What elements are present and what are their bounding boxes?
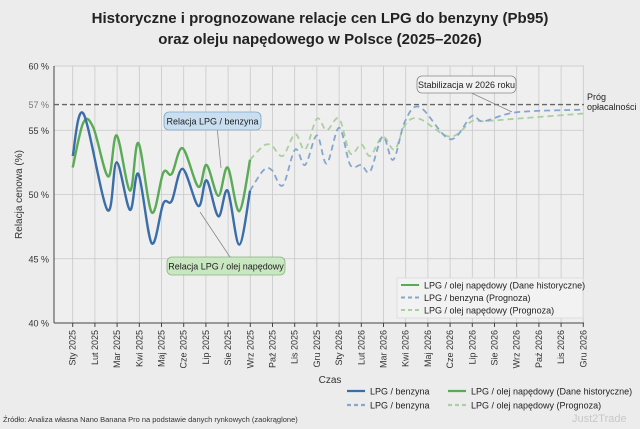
annotation-olej-box [166, 256, 286, 276]
chart-title: Historyczne i prognozowane relacje cen L… [91, 10, 549, 27]
annotation-benzyna-text: Relacja LPG / benzyna [166, 117, 258, 127]
x-tick-label: Mar 2025 [112, 330, 122, 368]
legend-label: LPG / olej napędowy (Dane historyczne) [424, 281, 585, 291]
x-tick-label: Lut 2026 [356, 330, 366, 365]
source-note: Źródło: Analiza własna Nano Banana Pro n… [3, 415, 298, 424]
annotation-benzyna-box [163, 111, 262, 131]
y-tick-label: 60 % [28, 62, 49, 72]
x-tick-label: Paź 2026 [534, 330, 544, 368]
series-line-1 [71, 117, 252, 214]
y-tick-label: 40 % [28, 319, 49, 329]
chart-subtitle: oraz oleju napędowego w Polsce (2025–202… [158, 31, 482, 48]
x-tick-label: Sie 2025 [223, 330, 233, 366]
x-tick-label: Lis 2026 [556, 330, 566, 364]
legend-bottom-label: LPG / olej napędowy (Prognoza) [471, 401, 601, 411]
annotation-stabilizacja-pointer [471, 92, 513, 113]
y-tick-label: 45 % [28, 254, 49, 264]
threshold-label: opłacalności [587, 102, 637, 112]
x-tick-label: Wrz 2025 [245, 330, 255, 368]
series-line-3 [249, 112, 584, 161]
legend-label: LPG / benzyna (Prognoza) [424, 293, 531, 303]
x-tick-label: Lip 2025 [201, 330, 211, 365]
x-tick-label: Lis 2025 [290, 330, 300, 364]
watermark: Just2Trade [572, 413, 627, 425]
series-line-0 [71, 111, 252, 246]
x-tick-label: Kwi 2026 [401, 330, 411, 367]
x-tick-label: Gru 2026 [578, 330, 588, 368]
x-axis-label: Czas [319, 375, 342, 386]
x-tick-label: Sty 2025 [68, 330, 78, 366]
legend-bottom-label: LPG / benzyna [370, 401, 430, 411]
x-tick-label: Mar 2026 [379, 330, 389, 368]
x-tick-label: Lip 2026 [467, 330, 477, 365]
x-tick-label: Wrz 2026 [512, 330, 522, 368]
legend-inner [396, 277, 584, 319]
y-tick-label: 50 % [28, 190, 49, 200]
x-tick-label: Sty 2026 [334, 330, 344, 366]
annotation-stabilizacja-text: Stabilizacja w 2026 roku [418, 80, 515, 90]
x-tick-label: Kwi 2025 [134, 330, 144, 367]
legend-bottom-label: LPG / benzyna [370, 387, 430, 397]
y-tick-label: 55 % [28, 126, 49, 136]
legend-label: LPG / olej napędowy (Prognoza) [424, 306, 554, 316]
x-tick-label: Gru 2025 [312, 330, 322, 368]
x-tick-label: Cze 2025 [179, 330, 189, 369]
legend-bottom-label: LPG / olej napędowy (Dane historyczne) [471, 387, 632, 397]
y-axis-label: Relacja cenowa (%) [14, 150, 25, 239]
series-line-2 [249, 105, 584, 192]
x-tick-label: Cze 2026 [445, 330, 455, 369]
annotation-olej-pointer [199, 211, 231, 258]
x-tick-label: Maj 2025 [157, 330, 167, 367]
x-tick-label: Sie 2026 [490, 330, 500, 366]
threshold-label: Próg [587, 92, 606, 102]
annotation-olej-text: Relacja LPG / olej napędowy [168, 262, 284, 272]
annotation-benzyna-pointer [216, 129, 222, 169]
x-tick-label: Lut 2025 [90, 330, 100, 365]
x-tick-label: Maj 2026 [423, 330, 433, 367]
annotation-stabilizacja-box [416, 75, 517, 94]
x-tick-label: Paź 2025 [268, 330, 278, 368]
y-tick-label: 57 % [28, 100, 49, 110]
